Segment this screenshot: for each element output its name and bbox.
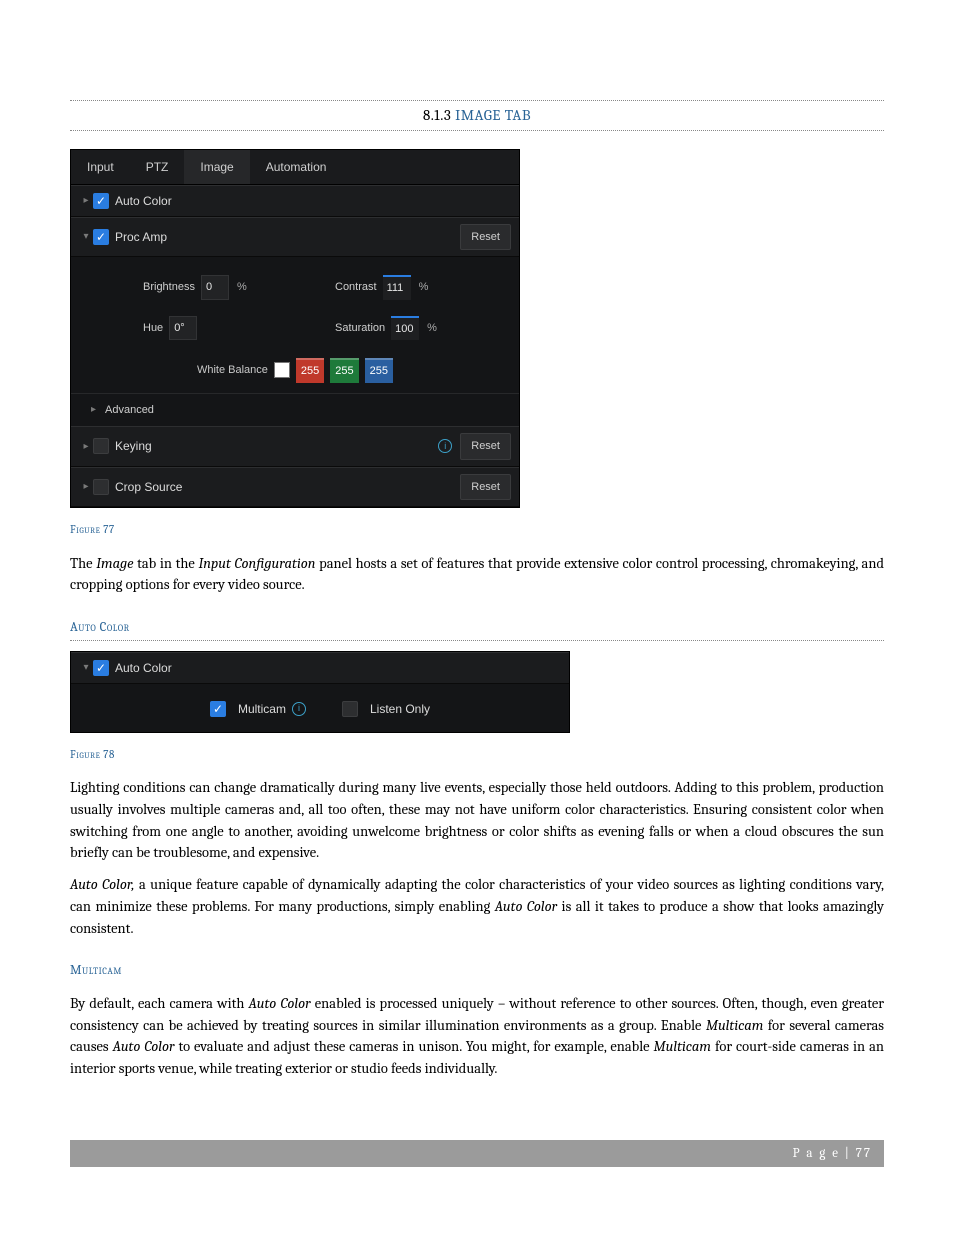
brightness-unit: %	[237, 279, 247, 296]
auto-color-panel: ▾ ✓ Auto Color ✓ Multicam i Listen Only	[70, 651, 570, 733]
white-balance-g[interactable]: 255	[330, 358, 358, 383]
chevron-right-icon[interactable]: ▸	[79, 439, 93, 454]
tab-image[interactable]: Image	[184, 150, 249, 184]
paragraph-3: Auto Color, a unique feature capable of …	[70, 874, 884, 939]
white-balance-r[interactable]: 255	[296, 358, 324, 383]
auto-color-checkbox-2[interactable]: ✓	[93, 660, 109, 676]
advanced-row[interactable]: ▸ Advanced	[71, 393, 519, 427]
info-icon[interactable]: i	[438, 439, 452, 453]
listen-only-option: Listen Only	[342, 700, 430, 718]
saturation-control: Saturation 100 %	[335, 316, 507, 341]
multicam-subheading: Multicam	[70, 961, 884, 983]
keying-label: Keying	[115, 437, 152, 455]
section-title: IMAGE TAB	[455, 106, 531, 124]
saturation-label: Saturation	[335, 320, 385, 337]
hue-value[interactable]: 0°	[169, 316, 197, 341]
crop-source-label: Crop Source	[115, 478, 182, 496]
crop-source-row: ▸ Crop Source Reset	[71, 467, 519, 508]
tab-automation[interactable]: Automation	[250, 150, 343, 184]
saturation-unit: %	[427, 320, 437, 337]
chevron-down-icon[interactable]: ▾	[79, 229, 93, 244]
info-icon[interactable]: i	[292, 702, 306, 716]
contrast-value[interactable]: 111	[383, 275, 411, 300]
paragraph-2: Lighting conditions can change dramatica…	[70, 777, 884, 864]
tab-bar: Input PTZ Image Automation	[71, 150, 519, 185]
keying-reset-button[interactable]: Reset	[460, 433, 511, 460]
listen-only-checkbox[interactable]	[342, 701, 358, 717]
footer-label: P a g e	[793, 1146, 840, 1161]
chevron-right-icon: ▸	[91, 402, 105, 417]
auto-color-checkbox[interactable]: ✓	[93, 193, 109, 209]
brightness-value[interactable]: 0	[201, 275, 229, 300]
proc-amp-body: Brightness 0 % Contrast 111 % Hue 0° Sat…	[71, 257, 519, 393]
crop-source-checkbox[interactable]	[93, 479, 109, 495]
white-balance-label: White Balance	[197, 362, 268, 379]
hue-label: Hue	[143, 320, 163, 337]
figure-78-caption: Figure 78	[70, 747, 884, 764]
section-heading: 8.1.3 IMAGE TAB	[70, 100, 884, 131]
input-config-panel: Input PTZ Image Automation ▸ ✓ Auto Colo…	[70, 149, 520, 509]
auto-color-body: ✓ Multicam i Listen Only	[71, 684, 569, 732]
listen-only-label: Listen Only	[370, 700, 430, 718]
contrast-control: Contrast 111 %	[335, 275, 507, 300]
tab-input[interactable]: Input	[71, 150, 130, 184]
white-balance-row: White Balance 255 255 255	[83, 358, 507, 383]
page-number: 77	[856, 1146, 872, 1161]
figure-77-caption: Figure 77	[70, 522, 884, 539]
chevron-right-icon[interactable]: ▸	[79, 479, 93, 494]
paragraph-4: By default, each camera with Auto Color …	[70, 993, 884, 1080]
proc-amp-row: ▾ ✓ Proc Amp Reset	[71, 217, 519, 258]
proc-amp-checkbox[interactable]: ✓	[93, 229, 109, 245]
auto-color-label: Auto Color	[115, 192, 172, 210]
white-balance-b[interactable]: 255	[365, 358, 393, 383]
hue-control: Hue 0°	[143, 316, 315, 341]
auto-color-row: ▸ ✓ Auto Color	[71, 185, 519, 217]
crop-source-reset-button[interactable]: Reset	[460, 474, 511, 501]
paragraph-1: The Image tab in the Input Configuration…	[70, 553, 884, 597]
section-number: 8.1.3	[423, 106, 451, 124]
keying-checkbox[interactable]	[93, 438, 109, 454]
saturation-value[interactable]: 100	[391, 316, 419, 341]
tab-ptz[interactable]: PTZ	[130, 150, 185, 184]
auto-color-row-2: ▾ ✓ Auto Color	[71, 652, 569, 684]
proc-amp-label: Proc Amp	[115, 228, 167, 246]
white-balance-swatch[interactable]	[274, 362, 290, 378]
auto-color-label-2: Auto Color	[115, 659, 172, 677]
proc-amp-reset-button[interactable]: Reset	[460, 224, 511, 251]
chevron-down-icon[interactable]: ▾	[79, 660, 93, 675]
chevron-right-icon[interactable]: ▸	[79, 193, 93, 208]
advanced-label: Advanced	[105, 402, 154, 419]
multicam-option: ✓ Multicam i	[210, 700, 314, 718]
brightness-label: Brightness	[143, 279, 195, 296]
contrast-label: Contrast	[335, 279, 377, 296]
contrast-unit: %	[419, 279, 429, 296]
keying-row: ▸ Keying i Reset	[71, 426, 519, 467]
auto-color-subheading: Auto Color	[70, 618, 884, 641]
brightness-control: Brightness 0 %	[143, 275, 315, 300]
multicam-label: Multicam	[238, 700, 286, 718]
page-footer: P a g e | 77	[70, 1140, 884, 1168]
multicam-checkbox[interactable]: ✓	[210, 701, 226, 717]
